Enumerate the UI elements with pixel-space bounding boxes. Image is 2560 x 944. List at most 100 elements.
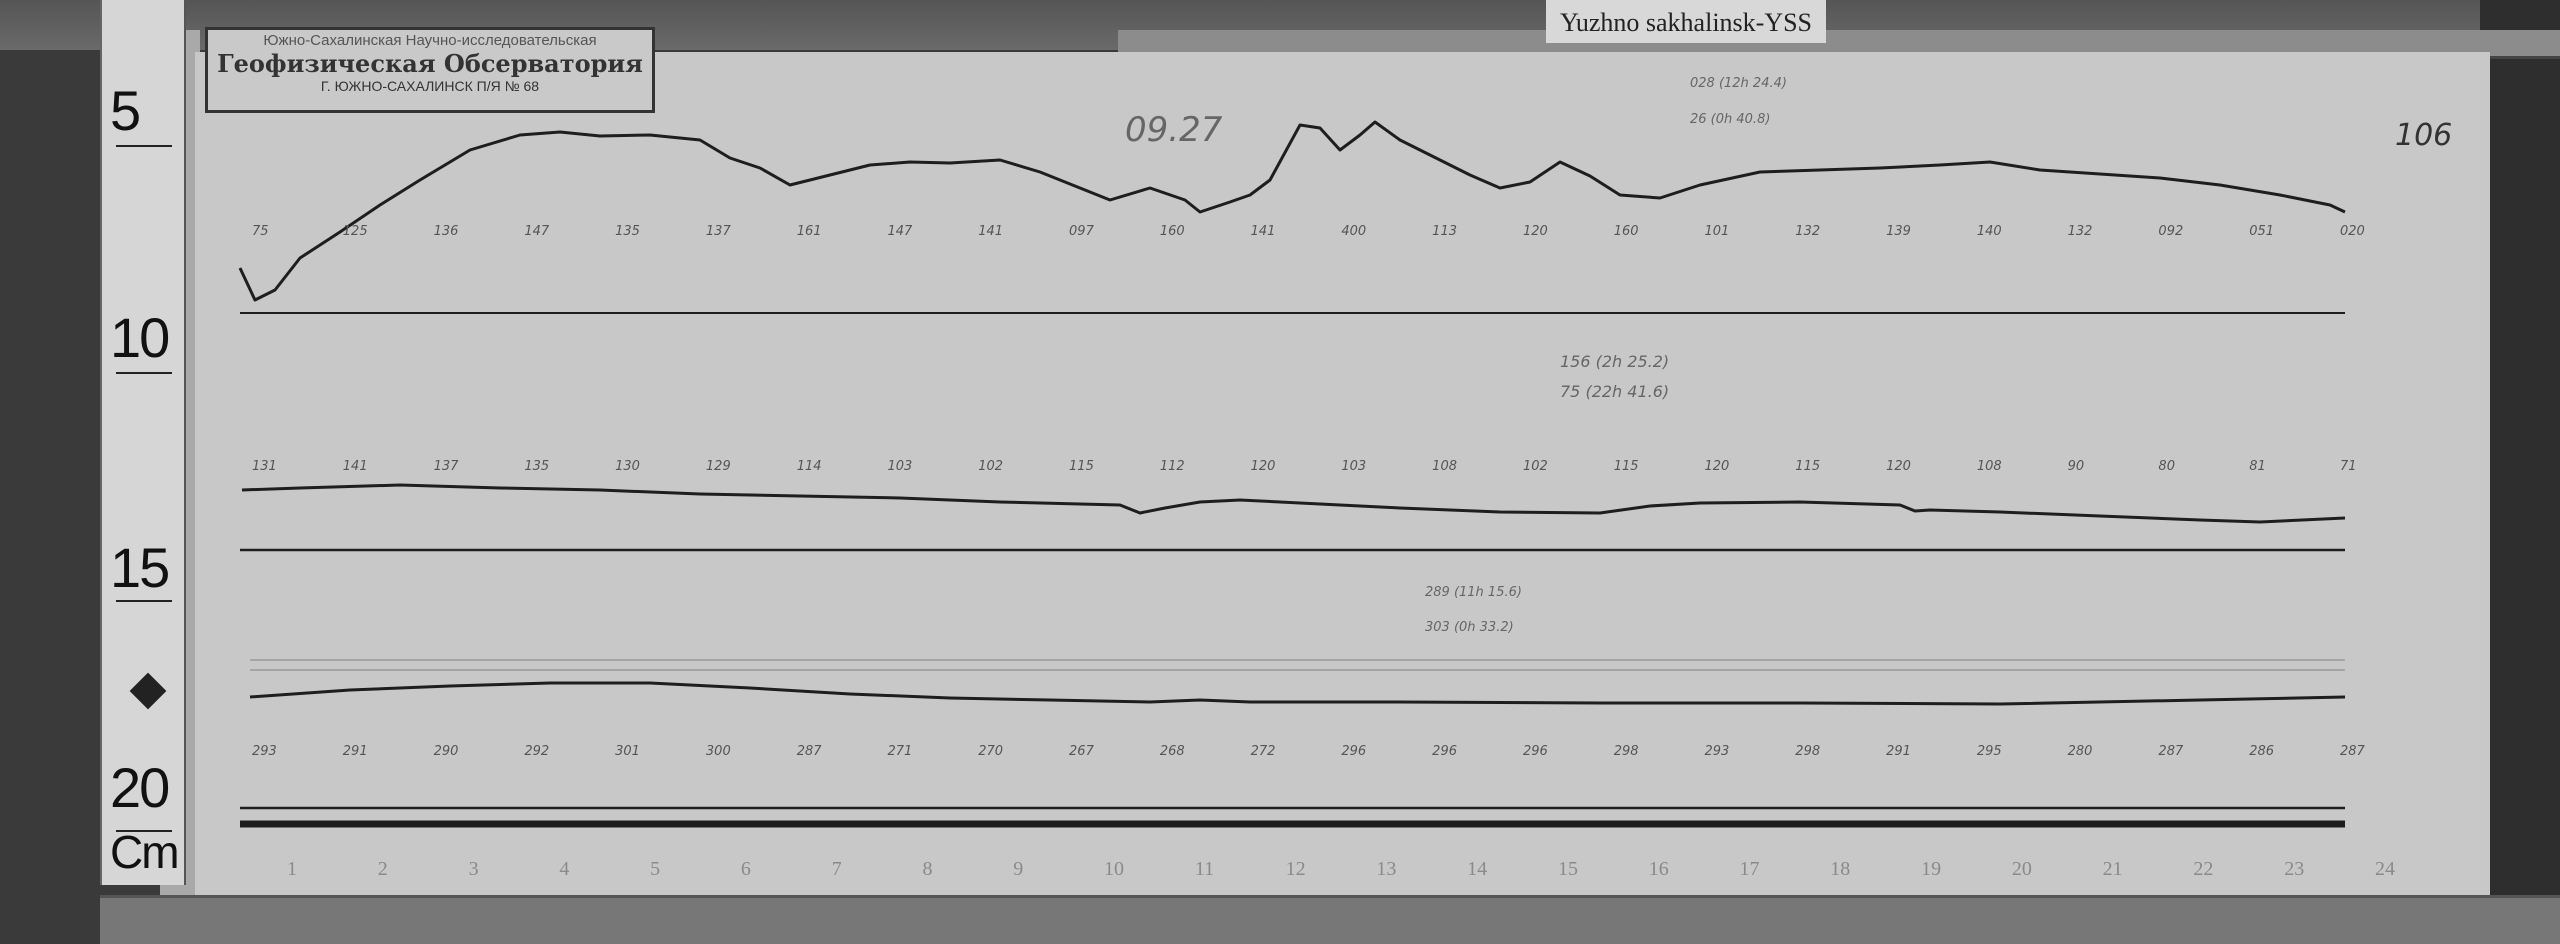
- trace-1-value: 136: [434, 224, 459, 239]
- hour-label: 22: [2193, 858, 2213, 880]
- trace-1-value: 160: [1614, 224, 1639, 239]
- hour-label: 2: [378, 858, 388, 880]
- stamp-line-3: Г. ЮЖНО-САХАЛИНСК П/Я № 68: [320, 78, 540, 94]
- trace-2-value: 71: [2340, 459, 2357, 474]
- trace-2-value: 102: [978, 459, 1003, 474]
- ruler-unit: Cm: [110, 826, 180, 878]
- centimeter-ruler: 5 10 15 20 Cm: [100, 0, 186, 885]
- trace-1: [238, 120, 2346, 302]
- hour-label: 10: [1104, 858, 1124, 880]
- trace-3-value: 293: [1705, 744, 1730, 759]
- hour-label: 8: [922, 858, 932, 880]
- scanner-frame-bottom: [100, 895, 2560, 944]
- ruler-mark-10: 10: [110, 306, 170, 369]
- trace-1-value: 137: [706, 224, 732, 239]
- annotation: 303 (0h 33.2): [1425, 620, 1514, 635]
- trace-2-value: 80: [2158, 459, 2175, 474]
- trace-1-value: 135: [615, 224, 640, 239]
- annotation: 028 (12h 24.4): [1690, 76, 1787, 91]
- trace-3-value: 271: [887, 744, 912, 759]
- trace-3-value: 280: [2068, 744, 2093, 759]
- trace-1-value: 097: [1069, 224, 1095, 239]
- hour-label: 7: [832, 858, 842, 880]
- scanner-background-right: [2480, 0, 2560, 941]
- trace-3-value: 296: [1341, 744, 1366, 759]
- hour-label: 4: [559, 858, 569, 880]
- trace-3-value: 296: [1523, 744, 1548, 759]
- trace-3-value: 291: [343, 744, 368, 759]
- trace-3-value: 298: [1795, 744, 1820, 759]
- trace-2-value: 129: [706, 459, 731, 474]
- trace-1-value: 147: [887, 224, 913, 239]
- trace-2-value: 103: [1341, 459, 1366, 474]
- trace-1-value: 75: [252, 224, 269, 239]
- trace-2-value: 135: [524, 459, 549, 474]
- trace-2-value: 108: [1977, 459, 2002, 474]
- hour-label: 12: [1286, 858, 1306, 880]
- trace-3-value: 291: [1886, 744, 1911, 759]
- hour-label: 15: [1558, 858, 1578, 880]
- trace-2: [241, 483, 2346, 524]
- ruler-tick: [116, 372, 172, 374]
- hour-label: 17: [1740, 858, 1760, 880]
- trace-1-value: 139: [1886, 224, 1911, 239]
- ruler-tick: [116, 830, 172, 832]
- ruler-mark-20: 20: [110, 756, 170, 819]
- trace-2-value: 114: [797, 459, 822, 474]
- trace-2-value: 120: [1886, 459, 1911, 474]
- trace-3-value: 287: [797, 744, 823, 759]
- trace-1-value: 141: [1251, 224, 1276, 239]
- trace-1-value: 140: [1977, 224, 2002, 239]
- trace-3-value: 301: [615, 744, 640, 759]
- trace-1-value: 160: [1160, 224, 1185, 239]
- annotation: 26 (0h 40.8): [1690, 112, 1771, 127]
- hour-label: 23: [2284, 858, 2304, 880]
- ruler-tick: [116, 600, 172, 602]
- hour-label: 9: [1013, 858, 1023, 880]
- trace-1-value: 132: [1795, 224, 1820, 239]
- trace-3-value: 298: [1614, 744, 1639, 759]
- hour-label: 5: [650, 858, 660, 880]
- trace-2-value: 115: [1614, 459, 1639, 474]
- trace-1-value: 147: [524, 224, 550, 239]
- trace-3-value: 293: [252, 744, 277, 759]
- trace-3-value: 287: [2158, 744, 2184, 759]
- hour-label: 24: [2375, 858, 2395, 880]
- trace-2-value: 120: [1705, 459, 1730, 474]
- trace-2-value: 115: [1795, 459, 1820, 474]
- trace-2-value: 112: [1160, 459, 1185, 474]
- trace-1-value: 132: [2068, 224, 2093, 239]
- trace-2-value: 137: [434, 459, 460, 474]
- trace-1-value: 051: [2249, 224, 2274, 239]
- trace-2-value: 81: [2249, 459, 2266, 474]
- trace-3-value: 292: [524, 744, 549, 759]
- hour-label: 20: [2012, 858, 2032, 880]
- hour-label: 18: [1830, 858, 1850, 880]
- hour-label: 14: [1467, 858, 1487, 880]
- annotation: 289 (11h 15.6): [1425, 585, 1522, 600]
- trace-2-value: 130: [615, 459, 640, 474]
- trace-2-value: 115: [1069, 459, 1094, 474]
- trace-1-value: 020: [2340, 224, 2365, 239]
- trace-2-value: 108: [1432, 459, 1457, 474]
- hour-label: 13: [1376, 858, 1396, 880]
- hour-label: 19: [1921, 858, 1941, 880]
- trace-2-value: 103: [887, 459, 912, 474]
- trace-1-value: 113: [1432, 224, 1457, 239]
- annotation: 75 (22h 41.6): [1560, 382, 1670, 401]
- date-note: 09.27: [1125, 110, 1223, 150]
- trace-1-value: 161: [797, 224, 822, 239]
- trace-1-value: 141: [978, 224, 1003, 239]
- trace-1-value: 101: [1705, 224, 1730, 239]
- trace-2-value: 141: [343, 459, 368, 474]
- hour-label: 3: [469, 858, 479, 880]
- magnetogram-sheet: [195, 52, 2490, 897]
- hour-label: 1: [287, 858, 297, 880]
- trace-3-value: 270: [978, 744, 1003, 759]
- trace-1-value: 125: [343, 224, 368, 239]
- hour-label: 6: [741, 858, 751, 880]
- hour-label: 16: [1649, 858, 1669, 880]
- trace-3: [249, 681, 2346, 706]
- trace-3-value: 296: [1432, 744, 1457, 759]
- hour-label: 21: [2103, 858, 2123, 880]
